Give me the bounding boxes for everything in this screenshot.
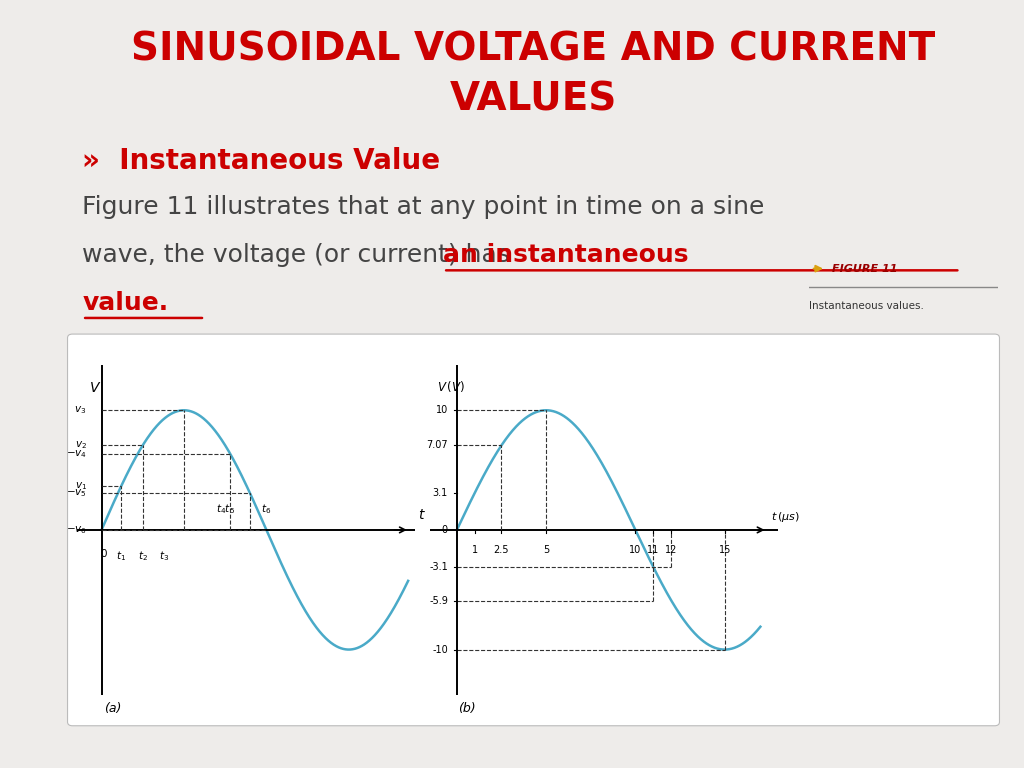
Text: 12: 12 — [665, 545, 677, 555]
Text: 15: 15 — [719, 545, 731, 555]
Text: 11: 11 — [647, 545, 659, 555]
Text: $t_3$: $t_3$ — [159, 549, 169, 563]
Text: $V\,(V)$: $V\,(V)$ — [437, 379, 466, 394]
Text: (a): (a) — [103, 701, 121, 714]
Text: $v_3$: $v_3$ — [75, 405, 87, 416]
Text: 10: 10 — [630, 545, 641, 555]
Text: Instantaneous values.: Instantaneous values. — [809, 301, 924, 311]
Text: $t_2$: $t_2$ — [138, 549, 147, 563]
Text: VALUES: VALUES — [450, 81, 617, 119]
Text: 3.1: 3.1 — [433, 488, 447, 498]
Text: SINUSOIDAL VOLTAGE AND CURRENT: SINUSOIDAL VOLTAGE AND CURRENT — [131, 31, 936, 69]
Text: 7.07: 7.07 — [426, 440, 447, 450]
Text: $v_1$: $v_1$ — [75, 480, 87, 492]
Text: $t_4 t_5$: $t_4 t_5$ — [216, 502, 234, 515]
Text: $t$: $t$ — [418, 508, 426, 522]
Text: 10: 10 — [435, 406, 447, 415]
Text: wave, the voltage (or current) has: wave, the voltage (or current) has — [82, 243, 518, 267]
Text: $-v_5$: $-v_5$ — [66, 487, 87, 499]
Text: $v_2$: $v_2$ — [75, 439, 87, 452]
Text: »  Instantaneous Value: » Instantaneous Value — [82, 147, 440, 175]
Text: 0: 0 — [100, 549, 108, 559]
Text: (b): (b) — [458, 701, 475, 714]
Text: $V$: $V$ — [89, 382, 101, 396]
Text: 1: 1 — [472, 545, 478, 555]
Text: $t_6$: $t_6$ — [261, 502, 271, 515]
FancyBboxPatch shape — [68, 334, 999, 726]
Text: Figure 11 illustrates that at any point in time on a sine: Figure 11 illustrates that at any point … — [82, 195, 765, 220]
Text: -5.9: -5.9 — [429, 595, 447, 605]
Text: 0: 0 — [441, 525, 447, 535]
Text: FIGURE 11: FIGURE 11 — [831, 263, 897, 273]
Text: $t\,(\mu s)$: $t\,(\mu s)$ — [771, 511, 800, 525]
Text: $-v_6$: $-v_6$ — [66, 524, 87, 536]
Text: $t_1$: $t_1$ — [117, 549, 126, 563]
Text: $-v_4$: $-v_4$ — [66, 448, 87, 459]
Text: an instantaneous: an instantaneous — [443, 243, 689, 267]
Text: -10: -10 — [432, 644, 447, 654]
Text: value.: value. — [82, 290, 168, 315]
Text: -3.1: -3.1 — [429, 562, 447, 572]
Text: 2.5: 2.5 — [494, 545, 509, 555]
Text: 5: 5 — [543, 545, 549, 555]
